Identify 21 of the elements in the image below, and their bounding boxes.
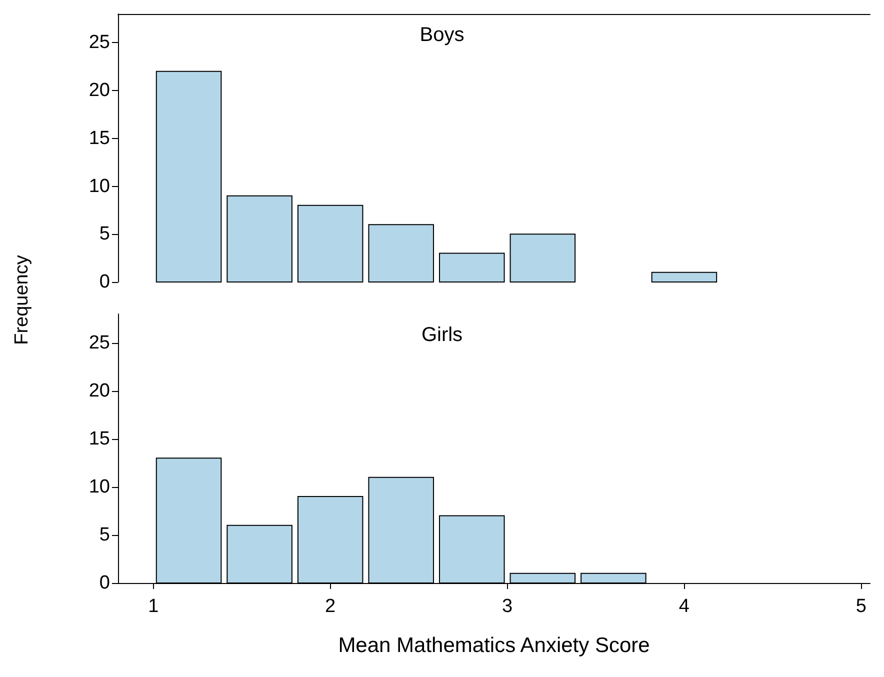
y-tick-label: 0	[99, 572, 110, 594]
y-tick-label: 15	[88, 428, 110, 450]
y-tick-label: 25	[88, 332, 110, 354]
y-tick-label: 10	[88, 476, 110, 498]
y-axis-title: Frequency	[12, 254, 32, 345]
y-tick-label: 5	[99, 224, 110, 245]
y-tick-label: 5	[99, 524, 110, 546]
x-tick-label: 2	[325, 596, 336, 617]
x-tick-label: 3	[502, 596, 513, 617]
x-tick-label: 5	[856, 596, 866, 617]
x-axis-title: Mean Mathematics Anxiety Score	[338, 634, 650, 657]
y-tick-label: 15	[88, 128, 110, 149]
y-tick-label: 20	[88, 80, 110, 102]
text: Girls	[421, 324, 463, 346]
y-tick-label: 25	[88, 32, 110, 54]
x-tick-label: 1	[148, 596, 159, 617]
y-tick-label: 10	[88, 176, 110, 197]
y-tick-label: 20	[88, 380, 110, 402]
text: Boys	[420, 24, 464, 46]
y-tick-label: 0	[99, 272, 110, 292]
x-tick-label: 4	[678, 596, 690, 617]
